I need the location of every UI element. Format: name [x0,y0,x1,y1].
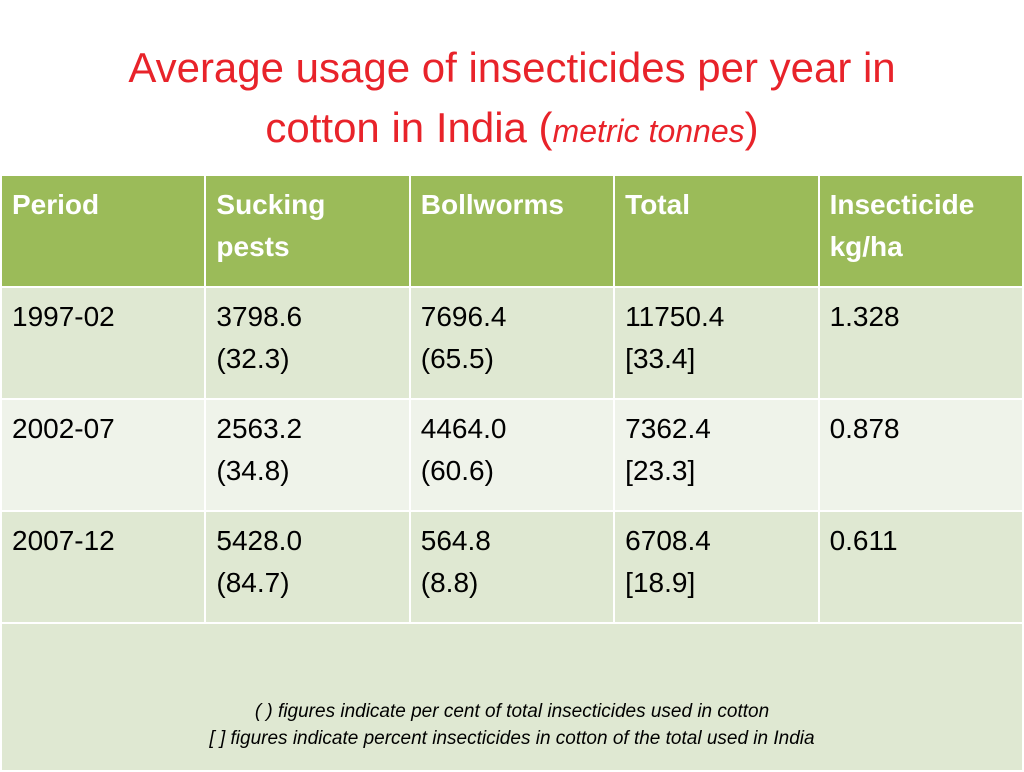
cell-kgha: 0.611 [817,510,1024,624]
cell-total: 6708.4 [18.9] [613,510,820,624]
slide-title: Average usage of insecticides per year i… [0,38,1024,161]
title-line-1: Average usage of insecticides per year i… [128,44,896,91]
cell-kgha: 1.328 [817,286,1024,400]
table-row: 2007-12 5428.0 (84.7) 564.8 (8.8) 6708.4 [1… [0,510,1024,624]
cell-sucking: 2563.2 (34.8) [204,398,411,512]
cell-bollworms: 564.8 (8.8) [408,510,616,624]
table-header-row: Period Sucking pests Bollworms Total Inse… [0,174,1024,288]
header-bollworms: Bollworms [408,174,616,288]
header-insecticide-kgha: Insecticide kg/ha [817,174,1024,288]
footnote-row: ( ) figures indicate per cent of total i… [0,622,1024,772]
insecticide-table: Period Sucking pests Bollworms Total Inse… [0,174,1024,772]
cell-total: 11750.4 [33.4] [613,286,820,400]
header-period: Period [0,174,207,288]
cell-sucking: 3798.6 (32.3) [204,286,411,400]
cell-total: 7362.4 [23.3] [613,398,820,512]
footnote-parentheses: ( ) figures indicate per cent of total i… [254,701,770,722]
cell-period: 1997-02 [0,286,207,400]
title-line-2: cotton in India (metric tonnes) [0,98,1024,161]
title-unit: metric tonnes [552,113,745,149]
footnote-brackets: [ ] figures indicate percent insecticide… [209,728,815,749]
table-row: 2002-07 2563.2 (34.8) 4464.0 (60.6) 7362.4… [0,398,1024,512]
cell-sucking: 5428.0 (84.7) [204,510,411,624]
footnote-cell: ( ) figures indicate per cent of total i… [0,622,1024,772]
cell-period: 2002-07 [0,398,207,512]
cell-bollworms: 4464.0 (60.6) [408,398,616,512]
title-suffix: ) [744,104,759,151]
cell-kgha: 0.878 [817,398,1024,512]
header-total: Total [613,174,820,288]
header-sucking-pests: Sucking pests [204,174,411,288]
title-prefix: cotton in India ( [265,104,553,151]
cell-period: 2007-12 [0,510,207,624]
table-row: 1997-02 3798.6 (32.3) 7696.4 (65.5) 11750.… [0,286,1024,400]
cell-bollworms: 7696.4 (65.5) [408,286,616,400]
